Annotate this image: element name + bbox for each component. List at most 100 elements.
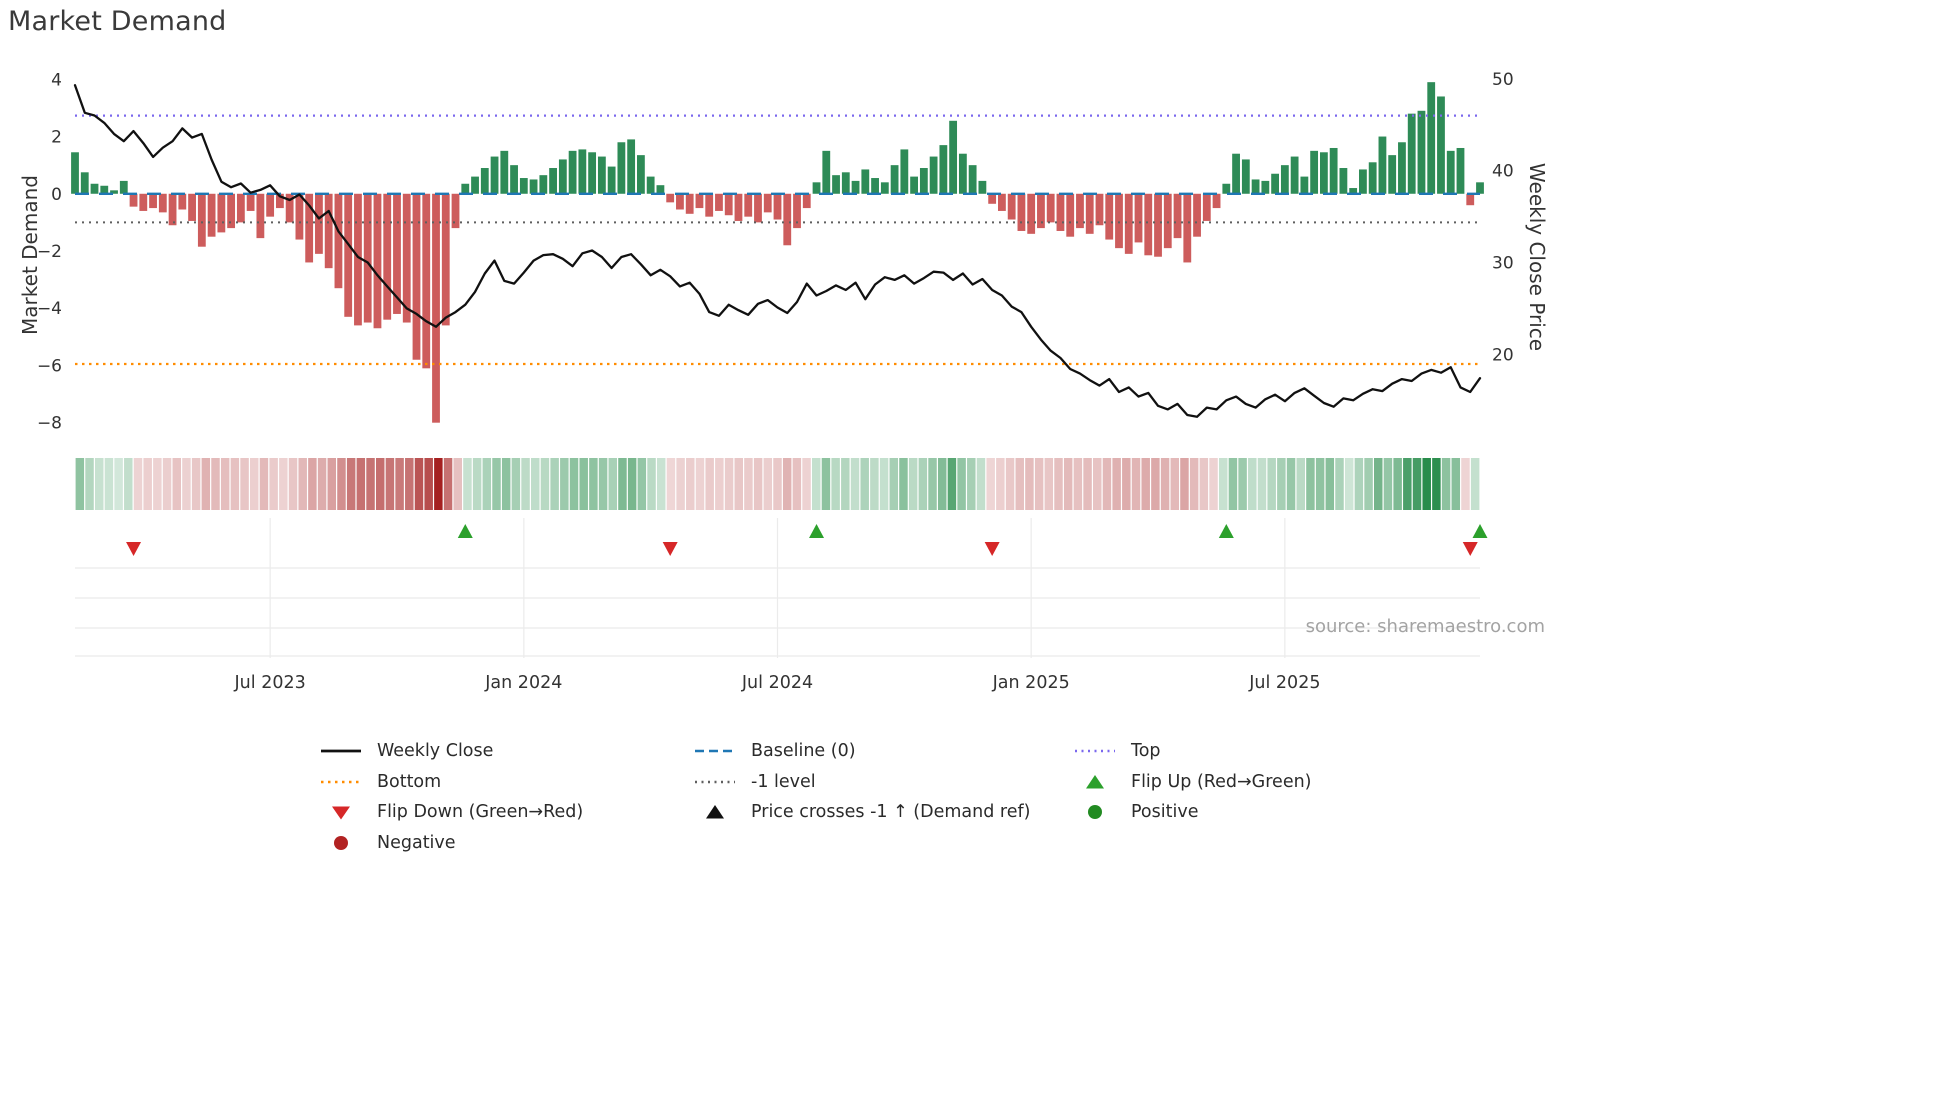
- legend-label: -1 level: [751, 771, 816, 792]
- demand-bar: [480, 168, 489, 194]
- heatmap-cell: [686, 458, 695, 510]
- heatmap-cell: [250, 458, 259, 510]
- heatmap-cell: [1441, 458, 1451, 510]
- heatmap-cell: [870, 458, 879, 510]
- heatmap-cell: [569, 458, 579, 510]
- heatmap-cell: [308, 458, 317, 510]
- heatmap-cell: [647, 458, 656, 510]
- flip-down-marker-icon: [1462, 542, 1478, 556]
- legend-label: Weekly Close: [377, 741, 494, 762]
- demand-bar: [197, 193, 206, 247]
- heatmap-cell: [1025, 458, 1034, 510]
- heatmap-cell: [1344, 458, 1354, 510]
- heatmap-cell: [472, 458, 482, 510]
- heatmap-cell: [1228, 458, 1238, 510]
- heatmap-cell: [1054, 458, 1063, 510]
- legend-item: Baseline (0): [692, 736, 1030, 767]
- demand-bar: [734, 193, 743, 221]
- heatmap-cell: [1160, 458, 1170, 510]
- source-text: source: sharemaestro.com: [1305, 616, 1545, 637]
- heatmap-cell: [327, 458, 337, 510]
- demand-bar: [1095, 193, 1104, 226]
- right-tick-label: 30: [1492, 253, 1514, 273]
- demand-bar: [724, 193, 733, 216]
- heatmap-cell: [666, 458, 676, 510]
- demand-bar: [285, 193, 294, 223]
- heatmap-cell: [1170, 458, 1180, 510]
- demand-bar: [744, 193, 753, 217]
- heatmap-cell: [337, 458, 346, 510]
- left-tick-label: 2: [51, 128, 62, 148]
- heatmap-cell: [153, 458, 162, 510]
- demand-bar: [1134, 193, 1143, 243]
- demand-bar: [929, 156, 938, 194]
- heatmap-cell: [1315, 458, 1325, 510]
- demand-bar: [275, 193, 284, 209]
- demand-bar: [412, 193, 421, 360]
- demand-bars: [71, 82, 1484, 423]
- heatmap-cell: [1248, 458, 1257, 510]
- heatmap-cell: [182, 458, 191, 510]
- demand-bar: [519, 178, 528, 194]
- heatmap-cell: [395, 458, 404, 510]
- heatmap-cell: [627, 458, 637, 510]
- heatmap-cell: [1451, 458, 1461, 510]
- heatmap-cell: [172, 458, 181, 510]
- demand-bar: [324, 193, 333, 269]
- heatmap-cell: [860, 458, 869, 510]
- heatmap-cell: [501, 458, 511, 510]
- demand-bar: [1398, 142, 1406, 194]
- flip-up-markers: [457, 524, 1488, 538]
- legend-label: Flip Up (Red→Green): [1131, 771, 1312, 792]
- heatmap-cell: [463, 458, 472, 510]
- heatmap-cell: [908, 458, 918, 510]
- legend-item: -1 level: [692, 767, 1030, 798]
- heatmap-cell: [414, 458, 424, 510]
- heatmap-cell: [220, 458, 230, 510]
- weekly-close-line-icon: [321, 749, 361, 753]
- demand-bar: [578, 149, 587, 194]
- demand-bar: [1349, 188, 1358, 194]
- demand-bar: [393, 193, 401, 314]
- heatmap-cell: [782, 458, 792, 510]
- demand-bar: [822, 150, 831, 194]
- demand-bar: [1163, 193, 1172, 249]
- demand-bar: [1437, 96, 1445, 194]
- heatmap-cell: [1141, 458, 1150, 510]
- demand-bar: [949, 120, 958, 194]
- heatmap-cell: [831, 458, 840, 510]
- demand-bar: [1388, 155, 1397, 194]
- demand-bar: [178, 193, 187, 210]
- demand-bar: [110, 190, 118, 194]
- heatmap-cell: [133, 458, 143, 510]
- heatmap-cell: [579, 458, 588, 510]
- heatmap-cell: [1044, 458, 1054, 510]
- demand-bar: [1173, 193, 1182, 239]
- heatmap-cell: [230, 458, 240, 510]
- x-tick-label: Jan 2025: [992, 673, 1070, 693]
- demand-bar: [1407, 113, 1416, 194]
- heatmap-cell: [715, 458, 724, 510]
- heatmap-cell: [521, 458, 530, 510]
- demand-bar: [861, 169, 870, 194]
- demand-bar: [1007, 193, 1016, 220]
- heatmap-cell: [753, 458, 763, 510]
- demand-bar: [793, 193, 801, 229]
- demand-bar: [266, 193, 275, 217]
- demand-bar: [958, 153, 967, 194]
- legend-label: Negative: [377, 832, 456, 853]
- heatmap-cell: [695, 458, 705, 510]
- heatmap-cell: [1131, 458, 1141, 510]
- heatmap-cell: [792, 458, 802, 510]
- demand-bar: [90, 183, 99, 194]
- heatmap-cell: [482, 458, 492, 510]
- flip-up-marker-icon: [1218, 524, 1234, 538]
- demand-bar: [295, 193, 304, 240]
- demand-bar: [1202, 193, 1211, 221]
- heatmap-cell: [1112, 458, 1121, 510]
- heatmap-cell: [1257, 458, 1267, 510]
- demand-bar: [363, 193, 372, 323]
- demand-bar: [1124, 193, 1133, 254]
- demand-bar: [471, 176, 479, 194]
- demand-bar: [1319, 152, 1328, 194]
